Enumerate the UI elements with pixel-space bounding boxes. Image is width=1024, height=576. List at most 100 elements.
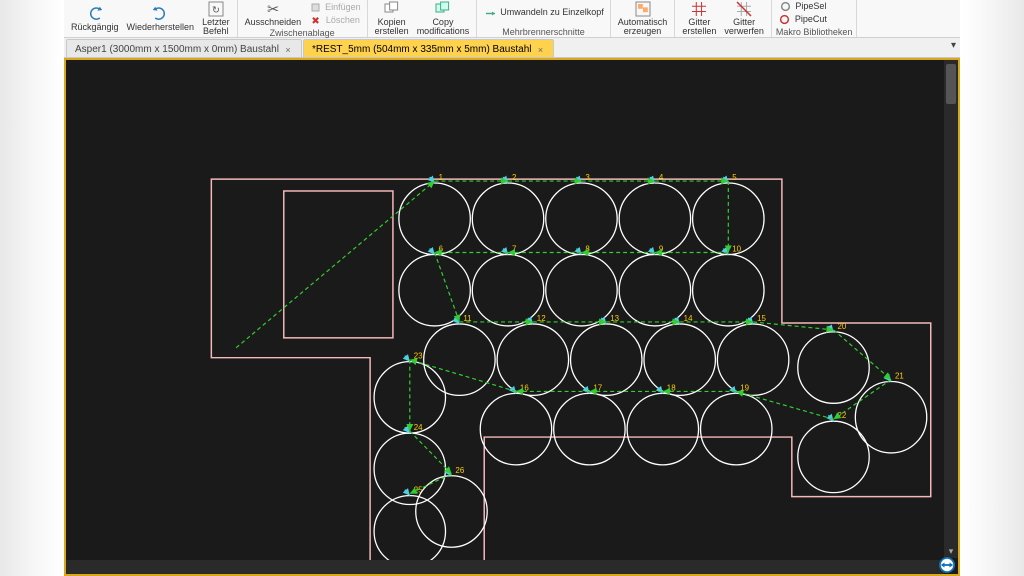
delete-icon: ✖ [309, 13, 323, 27]
auto-generate-button[interactable]: Automatischerzeugen [615, 0, 671, 37]
paste-icon [308, 0, 322, 14]
horizontal-scrollbar[interactable] [66, 560, 944, 574]
ribbon-group-label: Makro Bibliotheken [776, 26, 853, 37]
part-circle[interactable] [480, 393, 551, 464]
part-label: 21 [895, 372, 904, 381]
drawing-canvas[interactable]: 1234567891011121314151617181920212223242… [64, 58, 960, 576]
copymod-icon [434, 0, 452, 18]
part-circle[interactable] [693, 254, 764, 325]
part-circle[interactable] [627, 393, 698, 464]
ribbon-group: GittererstellenGitterverwerfenSchrottsch… [675, 0, 772, 37]
leadin-mark [405, 490, 410, 496]
part-circle[interactable] [619, 254, 690, 325]
teamviewer-tray-icon[interactable] [938, 556, 956, 574]
part-circle[interactable] [472, 183, 543, 254]
part-circle[interactable] [701, 393, 772, 464]
part-label: 20 [837, 322, 846, 331]
part-circle[interactable] [546, 254, 617, 325]
cut-icon: ✂ [264, 0, 282, 18]
svg-text:✖: ✖ [312, 16, 320, 26]
paste-button[interactable]: Einfügen [306, 1, 363, 14]
part-circle[interactable] [644, 324, 715, 395]
scroll-thumb[interactable] [946, 64, 956, 104]
pipecut-icon [778, 13, 792, 27]
leadin-mark [723, 177, 728, 183]
pipesel-button[interactable]: PipeSel [776, 0, 829, 13]
part-circle[interactable] [424, 324, 495, 395]
document-tabbar: Asper1 (3000mm x 1500mm x 0mm) Baustahl ×… [64, 38, 960, 58]
ribbon-btn-label: Einfügen [325, 3, 361, 12]
part-label: 10 [732, 245, 741, 254]
vertical-scrollbar[interactable]: ▴ ▾ [944, 60, 958, 558]
part-circle[interactable] [554, 393, 625, 464]
part-label: 5 [732, 173, 737, 182]
redo-button[interactable]: Wiederherstellen [124, 5, 198, 32]
tab-asper1[interactable]: Asper1 (3000mm x 1500mm x 0mm) Baustahl × [66, 39, 302, 57]
part-circle[interactable] [571, 324, 642, 395]
ribbon-group: Umwandeln zu Einzelkopf Mehrbrennerschnit… [477, 0, 611, 37]
part-circle[interactable] [374, 496, 445, 567]
grid-create-button[interactable]: Gittererstellen [679, 0, 719, 37]
cut-button[interactable]: ✂Ausschneiden [242, 0, 305, 27]
ribbon-btn-label: Wiederherstellen [127, 23, 195, 32]
part-circle[interactable] [399, 183, 470, 254]
grid-discard-button[interactable]: Gitterverwerfen [721, 0, 767, 37]
redo-icon [151, 5, 169, 23]
part-label: 15 [757, 314, 766, 323]
part-circle[interactable] [798, 332, 869, 403]
copies-create-button[interactable]: Kopienerstellen [372, 0, 412, 37]
gridc-icon [690, 0, 708, 18]
ribbon-group-label: Mehrbrennerschnitte [481, 26, 606, 37]
tab-rest5mm[interactable]: *REST_5mm (504mm x 335mm x 5mm) Baustahl… [303, 39, 555, 57]
sheet-outline [211, 179, 930, 566]
pipecut-button[interactable]: PipeCut [776, 13, 829, 26]
leadin-mark [576, 177, 581, 183]
copy-modifications-button[interactable]: Copymodifications [414, 0, 473, 37]
traverse-path [833, 330, 891, 380]
part-circle[interactable] [497, 324, 568, 395]
close-icon[interactable]: × [283, 45, 293, 55]
undo-icon [86, 5, 104, 23]
undo-button[interactable]: Rückgängig [68, 5, 122, 32]
pipesel-icon [778, 0, 792, 14]
svg-text:✂: ✂ [267, 2, 279, 17]
copies-icon [383, 0, 401, 18]
ribbon-btn-label: Gittererstellen [682, 18, 716, 37]
ribbon-group: ✂Ausschneiden Einfügen ✖LöschenZwischenabl… [238, 0, 368, 37]
close-icon[interactable]: × [535, 45, 545, 55]
ribbon-btn-label: Copymodifications [417, 18, 470, 37]
leadin-mark [650, 177, 655, 183]
ribbon-group-label: Zwischenablage [242, 27, 363, 38]
part-circle[interactable] [416, 476, 487, 547]
part-circle[interactable] [472, 254, 543, 325]
nesting-svg: 1234567891011121314151617181920212223242… [66, 60, 958, 574]
part-circle[interactable] [546, 183, 617, 254]
traverse-path [833, 380, 891, 420]
leadin-mark [405, 356, 410, 362]
tab-label: Asper1 (3000mm x 1500mm x 0mm) Baustahl [75, 44, 279, 55]
traverse-path [435, 253, 460, 322]
last-command-button[interactable]: ↻LetzterBefehl [199, 0, 233, 37]
app-window: Rückgängig Wiederherstellen ↻LetzterBefehl… [64, 0, 960, 576]
traverse-path [410, 431, 452, 474]
ribbon-group: Rückgängig Wiederherstellen ↻LetzterBefehl… [64, 0, 238, 37]
delete-button[interactable]: ✖Löschen [306, 14, 363, 27]
part-circle[interactable] [717, 324, 788, 395]
tabbar-dropdown-icon[interactable]: ▾ [951, 40, 956, 51]
traverse-path [236, 181, 434, 348]
ribbon-btn-label: Automatischerzeugen [618, 18, 668, 37]
part-circle[interactable] [374, 433, 445, 504]
part-circle[interactable] [619, 183, 690, 254]
last-icon: ↻ [207, 0, 225, 18]
convert-button[interactable]: Umwandeln zu Einzelkopf [481, 7, 606, 20]
ribbon-btn-label: Rückgängig [71, 23, 119, 32]
part-circle[interactable] [399, 254, 470, 325]
part-label: 26 [455, 466, 464, 475]
part-circle[interactable] [798, 421, 869, 492]
ribbon-btn-label: PipeCut [795, 15, 827, 24]
tab-label: *REST_5mm (504mm x 335mm x 5mm) Baustahl [312, 44, 532, 55]
ribbon-btn-label: PipeSel [795, 2, 826, 11]
ribbon-group: PipeSel PipeCut Makro Bibliotheken [772, 0, 858, 37]
sheet-cutout [284, 191, 393, 338]
leadin-mark [503, 177, 508, 183]
